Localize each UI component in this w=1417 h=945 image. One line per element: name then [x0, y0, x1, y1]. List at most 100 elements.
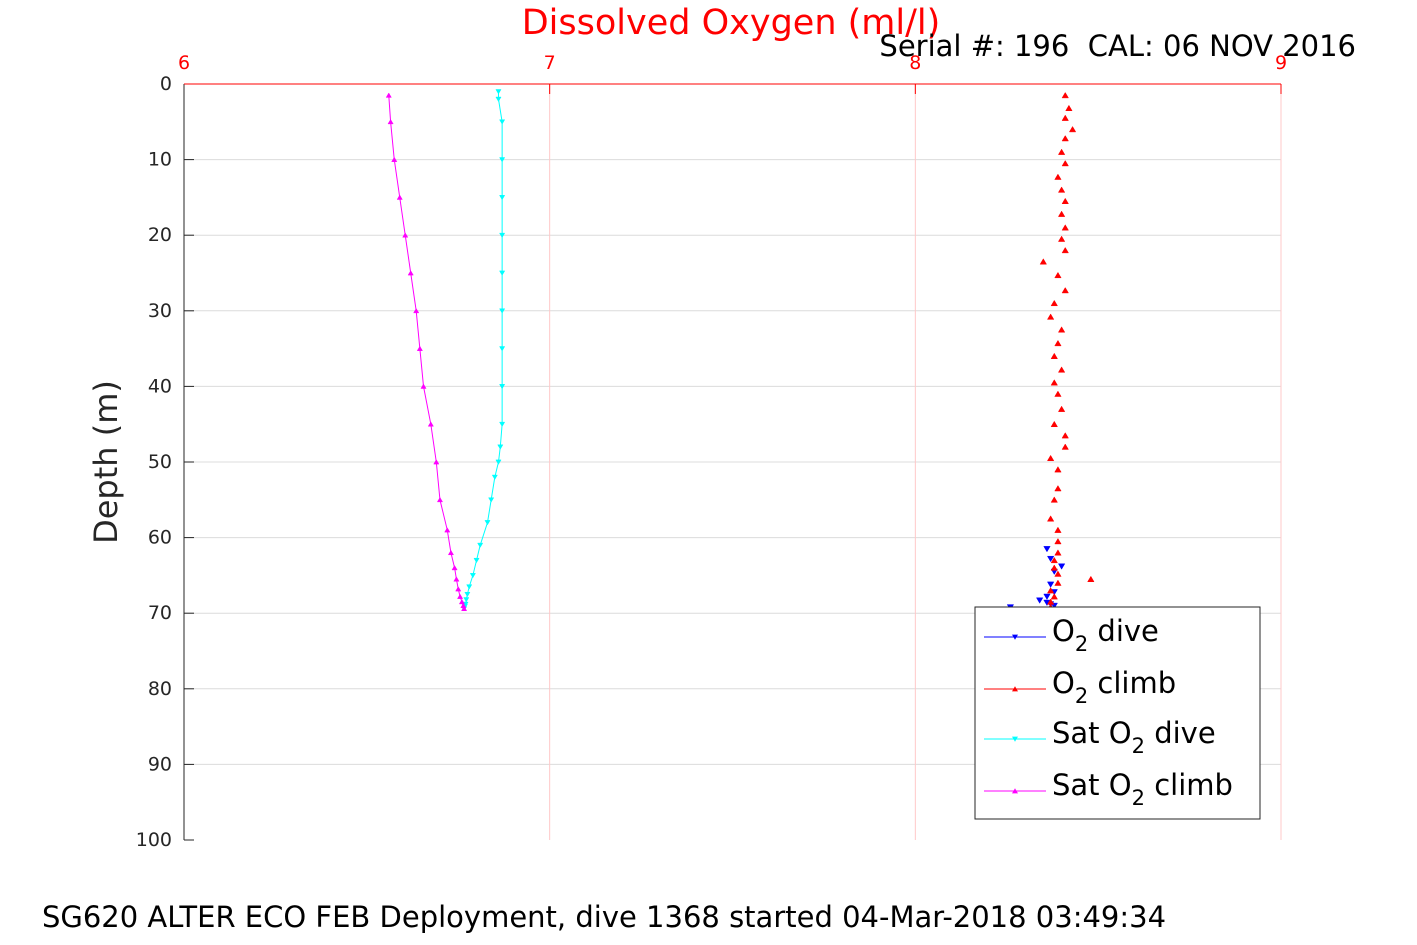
data-point	[1039, 258, 1047, 265]
data-point	[1068, 125, 1077, 133]
data-point	[1050, 496, 1058, 503]
data-point	[488, 497, 495, 503]
chart-subtitle: Serial #: 196 CAL: 06 NOV 2016	[879, 29, 1356, 63]
data-point	[1050, 379, 1058, 386]
data-point	[385, 92, 392, 98]
data-point	[461, 605, 468, 611]
data-point	[1057, 563, 1066, 570]
data-point	[499, 157, 506, 163]
data-point	[1046, 515, 1055, 522]
data-point	[1061, 91, 1069, 99]
data-point	[427, 421, 434, 427]
data-point	[420, 383, 427, 389]
data-point	[1054, 466, 1062, 473]
x-tick-label: 9	[1275, 52, 1287, 74]
y-axis-label: Depth (m)	[87, 380, 125, 544]
data-point	[433, 459, 440, 465]
data-point	[1057, 235, 1066, 242]
legend-label-subscript: 2	[1132, 734, 1145, 758]
legend-label: O2 climb	[1052, 666, 1176, 708]
data-point	[391, 156, 398, 162]
data-point	[1046, 555, 1055, 563]
data-point	[1057, 405, 1066, 412]
y-tick-label: 30	[148, 300, 172, 322]
data-point	[499, 119, 506, 125]
data-point	[469, 573, 476, 579]
legend-label-main: Sat O	[1052, 716, 1132, 750]
series-1	[1039, 91, 1095, 610]
data-point	[1057, 148, 1066, 155]
x-tick-label: 6	[178, 52, 190, 74]
data-point	[473, 557, 480, 564]
data-point	[1054, 390, 1062, 397]
data-point	[413, 307, 420, 314]
data-point	[466, 584, 473, 590]
data-point	[458, 599, 465, 605]
legend-label: Sat O2 dive	[1052, 716, 1216, 758]
legend-label-main: Sat O	[1052, 768, 1132, 802]
legend-swatch-marker	[1012, 788, 1018, 794]
data-point	[495, 459, 502, 465]
data-point	[1043, 546, 1051, 553]
data-point	[436, 496, 444, 503]
data-point	[455, 586, 462, 592]
data-point	[1050, 564, 1058, 571]
data-point	[1043, 593, 1051, 600]
data-point	[1050, 420, 1058, 428]
data-point	[1054, 570, 1062, 577]
data-point	[499, 232, 506, 239]
x-tick-label: 7	[544, 52, 556, 74]
data-point	[1054, 579, 1062, 586]
data-point	[447, 549, 454, 556]
data-point	[396, 194, 403, 200]
y-tick-label: 60	[148, 527, 172, 549]
data-point	[402, 232, 409, 238]
data-point	[1057, 366, 1066, 373]
chart-title: Dissolved Oxygen (ml/l)	[522, 3, 941, 43]
data-point	[1061, 197, 1069, 204]
data-point	[497, 444, 504, 450]
data-point	[1046, 581, 1055, 588]
legend-swatch-marker	[1012, 634, 1018, 640]
data-point	[1054, 538, 1062, 545]
data-point	[1061, 135, 1069, 142]
data-point	[1046, 313, 1055, 320]
data-point	[495, 89, 502, 95]
data-point	[1054, 549, 1062, 556]
data-point	[1050, 299, 1058, 307]
data-point	[499, 308, 506, 314]
data-point	[1050, 352, 1058, 359]
data-point	[457, 593, 464, 599]
y-tick-label: 80	[148, 678, 172, 700]
data-point	[1061, 443, 1069, 450]
data-point	[477, 542, 484, 548]
figure-caption: SG620 ALTER ECO FEB Deployment, dive 136…	[42, 900, 1166, 934]
y-tick-label: 0	[160, 73, 172, 95]
data-point	[499, 195, 506, 201]
data-point	[499, 384, 506, 390]
data-point	[1057, 326, 1066, 333]
data-point	[499, 270, 506, 276]
data-point	[453, 576, 460, 582]
legend-label-main: O	[1052, 614, 1075, 648]
legend-label-subscript: 2	[1075, 684, 1088, 708]
data-point	[444, 527, 451, 533]
legend-label-suffix: dive	[1145, 716, 1216, 750]
data-point	[495, 96, 502, 102]
legend-label-subscript: 2	[1075, 632, 1088, 656]
data-point	[1061, 160, 1069, 167]
legend-box	[974, 606, 1261, 820]
y-tick-label: 10	[148, 149, 172, 171]
data-point	[1054, 173, 1062, 180]
y-tick-label: 20	[148, 224, 172, 246]
legend-label-subscript: 2	[1132, 786, 1145, 810]
data-point	[463, 597, 470, 603]
legend-label-suffix: climb	[1088, 666, 1176, 700]
x-tick-label: 8	[909, 52, 921, 74]
data-point	[416, 345, 423, 351]
data-point	[1050, 556, 1058, 564]
data-point	[387, 118, 394, 125]
data-series-layer	[385, 89, 1095, 612]
data-point	[1036, 597, 1044, 604]
